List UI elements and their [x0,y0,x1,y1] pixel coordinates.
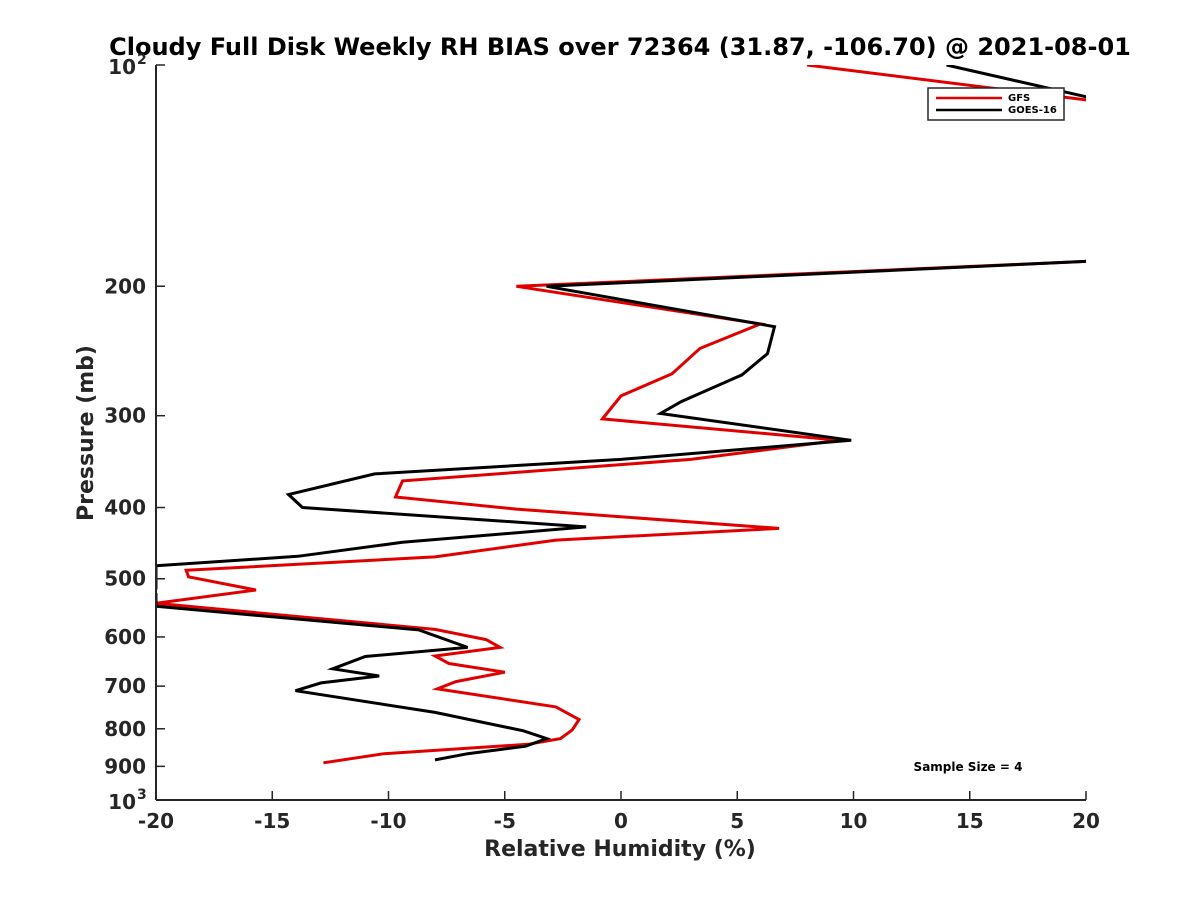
series-line-goes-16 [156,65,1086,762]
x-tick-label: -5 [494,809,516,833]
x-ticks: -20 -15 -10 -5 0 5 10 15 20 [138,791,1100,833]
x-tick-label: 15 [956,809,984,833]
chart-title: Cloudy Full Disk Weekly RH BIAS over 723… [109,33,1131,61]
x-tick-label: 0 [614,809,628,833]
x-tick-label: 10 [840,809,868,833]
y-tick-label: 10 [108,790,136,814]
y-tick-label: 10 [108,55,136,79]
series-layer [156,65,1086,765]
y-tick-label: 600 [104,625,146,649]
x-tick-label: 20 [1072,809,1100,833]
x-tick-label: -15 [254,809,290,833]
y-tick-label: 300 [104,404,146,428]
y-tick-label: 500 [104,567,146,591]
legend-label-gfs: GFS [1008,93,1030,104]
y-tick-label: 900 [104,754,146,778]
x-tick-label: -20 [138,809,174,833]
y-tick-label: 700 [104,674,146,698]
sample-size-annotation: Sample Size = 4 [914,760,1023,774]
y-tick-exponent: 3 [137,787,147,803]
series-line-gfs [156,65,1086,765]
y-tick-label: 400 [104,496,146,520]
y-tick-label: 800 [104,717,146,741]
y-tick-label: 200 [104,274,146,298]
x-tick-label: -10 [370,809,406,833]
x-axis-label: Relative Humidity (%) [484,837,756,862]
plot-area [156,65,1086,800]
legend-label-goes-16: GOES-16 [1008,105,1057,116]
legend-box [927,87,1065,121]
y-tick-exponent: 2 [137,52,147,68]
legend: GFS GOES-16 [927,87,1065,121]
x-tick-label: 5 [730,809,744,833]
y-axis-label: Pressure (mb) [74,345,99,521]
